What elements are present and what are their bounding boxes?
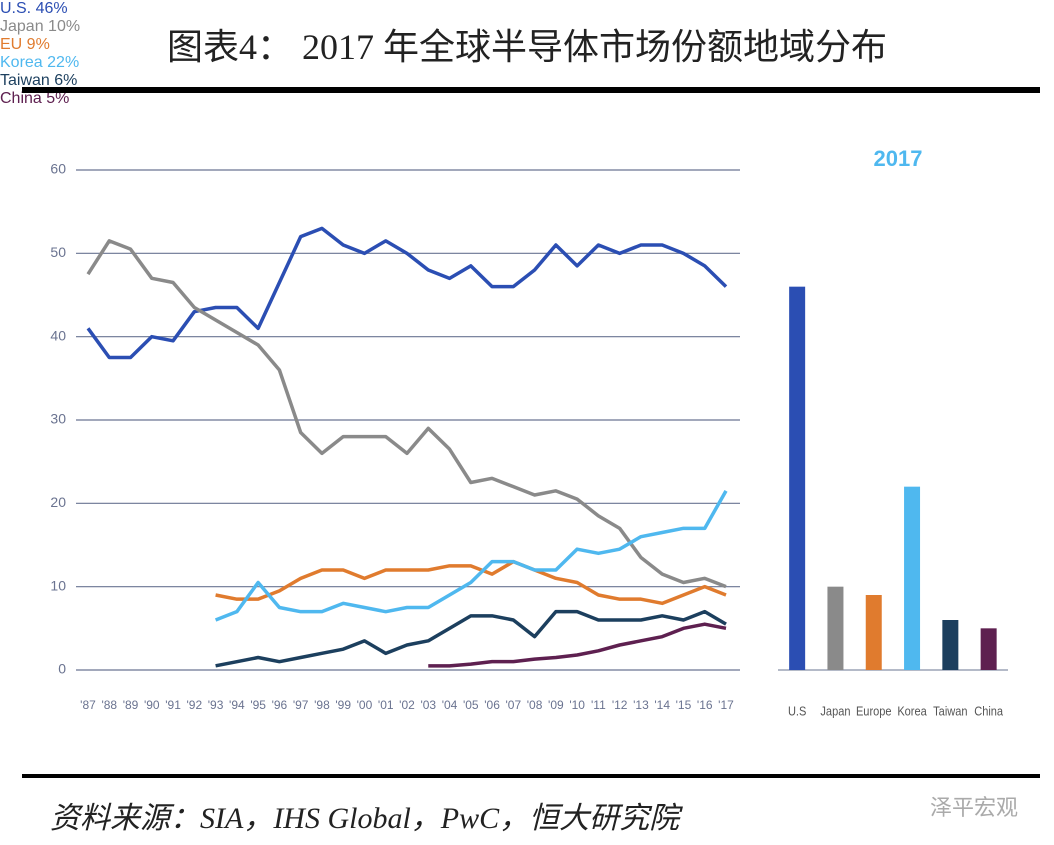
x-tick-label: '88 [101,698,117,712]
x-tick-label: '10 [569,698,585,712]
bar [827,586,844,670]
y-tick-label: 60 [50,161,66,177]
x-tick-label: China [974,704,1003,719]
value-label: EU 9% [0,36,50,53]
bottom-rule [22,774,1040,778]
value-label: Korea 22% [0,54,80,71]
x-tick-label: '93 [208,698,224,712]
x-tick-label: '94 [229,698,245,712]
series-line [86,239,727,589]
series-line [428,622,727,668]
x-tick-label: '11 [591,698,606,712]
x-tick-label: '89 [123,698,139,712]
y-tick-label: 10 [50,577,66,593]
x-tick-label: '97 [293,698,309,712]
value-label: Taiwan 6% [0,72,78,89]
x-tick-label: '07 [506,698,522,712]
y-tick-label: 40 [50,327,66,343]
top-rule [22,87,1040,93]
x-tick-label: '01 [378,698,394,712]
x-tick-label: '05 [463,698,479,712]
bar [865,595,882,670]
x-tick-label: Europe [856,704,892,719]
x-tick-label: '96 [272,698,288,712]
x-tick-label: U.S [788,704,806,719]
x-tick-label: '87 [80,698,96,712]
x-tick-label: Korea [897,704,927,719]
chart-title: 2017 [874,146,923,171]
series-line [86,226,728,360]
value-label: China 5% [0,90,70,107]
series-line [215,609,727,668]
series-line [214,489,728,622]
series-line [215,559,727,606]
x-tick-label: '12 [612,698,628,712]
x-tick-label: '14 [654,698,670,712]
x-tick-label: '02 [399,698,415,712]
source-note: 资料来源：SIA，IHS Global，PwC，恒大研究院 [50,802,680,835]
x-tick-label: '03 [420,698,436,712]
bar [904,486,921,670]
y-tick-label: 30 [50,411,66,427]
y-tick-label: 50 [50,244,66,260]
x-tick-label: '98 [314,698,330,712]
bar [980,628,997,670]
x-tick-label: '15 [676,698,692,712]
x-tick-label: '04 [442,698,458,712]
x-tick-label: Taiwan [933,704,967,719]
x-tick-label: Japan [820,704,850,719]
value-label: Japan 10% [0,18,81,35]
x-tick-label: '08 [527,698,543,712]
x-tick-label: '06 [484,698,500,712]
x-tick-label: '90 [144,698,160,712]
x-tick-label: '99 [335,698,351,712]
y-tick-label: 0 [58,661,66,677]
page-title: 图表4： 2017 年全球半导体市场份额地域分布 [166,27,887,67]
bar [942,620,959,670]
watermark: 泽平宏观 [930,795,1019,820]
x-tick-label: '13 [633,698,649,712]
x-tick-label: '16 [697,698,713,712]
y-tick-label: 20 [50,494,66,510]
x-tick-label: '17 [718,698,734,712]
x-tick-label: '00 [357,698,373,712]
x-tick-label: '91 [165,698,181,712]
bar [789,286,806,670]
value-label: U.S. 46% [0,0,68,17]
x-tick-label: '95 [250,698,266,712]
x-tick-label: '92 [187,698,203,712]
x-tick-label: '09 [548,698,564,712]
